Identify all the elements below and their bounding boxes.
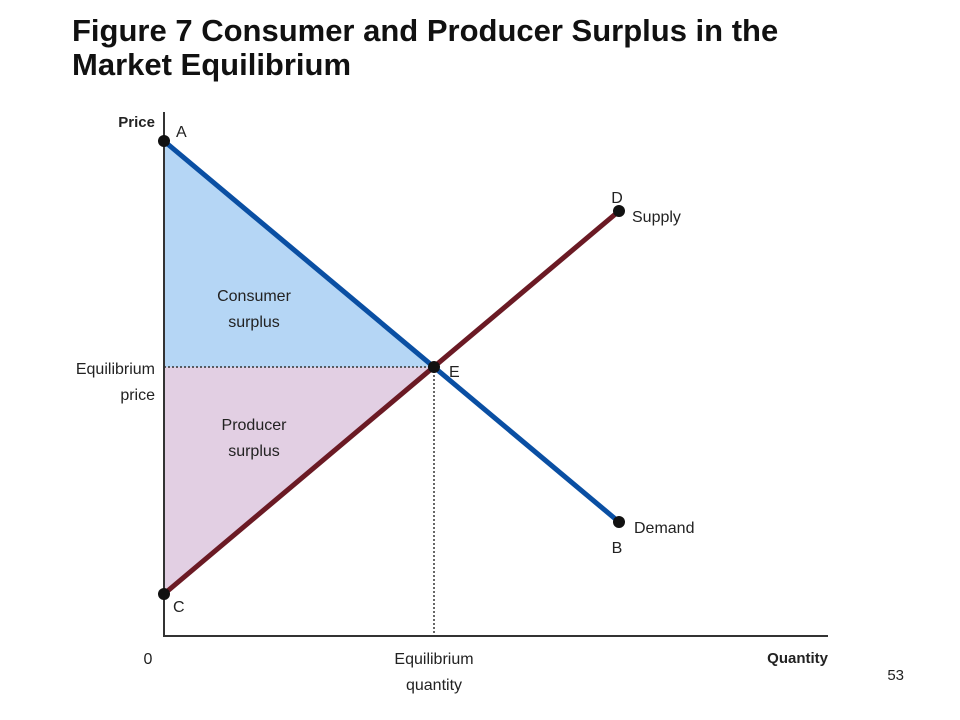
demand-curve-label: Demand (634, 520, 694, 537)
point-d-label: D (611, 190, 623, 207)
point-e-label: E (449, 364, 460, 381)
producer-surplus-label-line-2: surplus (228, 443, 280, 460)
equilibrium-price-label-line-1: Equilibrium (76, 361, 155, 378)
supply-curve-label: Supply (632, 209, 681, 226)
page-number: 53 (887, 667, 904, 684)
point-b-marker (613, 516, 625, 528)
point-d-marker (613, 205, 625, 217)
consumer-surplus-label-line-2: surplus (228, 314, 280, 331)
equilibrium-price-label-line-2: price (120, 387, 155, 404)
point-a-marker (158, 135, 170, 147)
figure-title-line-1: Figure 7 Consumer and Producer Surplus i… (72, 13, 779, 48)
equilibrium-quantity-label-line-1: Equilibrium (394, 651, 473, 668)
y-axis-label: Price (118, 114, 155, 131)
point-c-marker (158, 588, 170, 600)
point-a-label: A (176, 124, 187, 141)
point-b-label: B (612, 540, 623, 557)
figure-title: Figure 7 Consumer and Producer Surplus i… (72, 14, 912, 82)
figure-title-line-2: Market Equilibrium (72, 47, 352, 82)
equilibrium-quantity-label-line-2: quantity (406, 677, 462, 694)
consumer-surplus-label-line-1: Consumer (217, 288, 291, 305)
point-c-label: C (173, 599, 185, 616)
supply-curve (162, 209, 621, 596)
producer-surplus-label-line-1: Producer (222, 417, 288, 434)
x-axis-label: Quantity (767, 650, 828, 667)
demand-curve (162, 139, 621, 524)
origin-label: 0 (144, 651, 153, 668)
point-e-marker (428, 361, 440, 373)
